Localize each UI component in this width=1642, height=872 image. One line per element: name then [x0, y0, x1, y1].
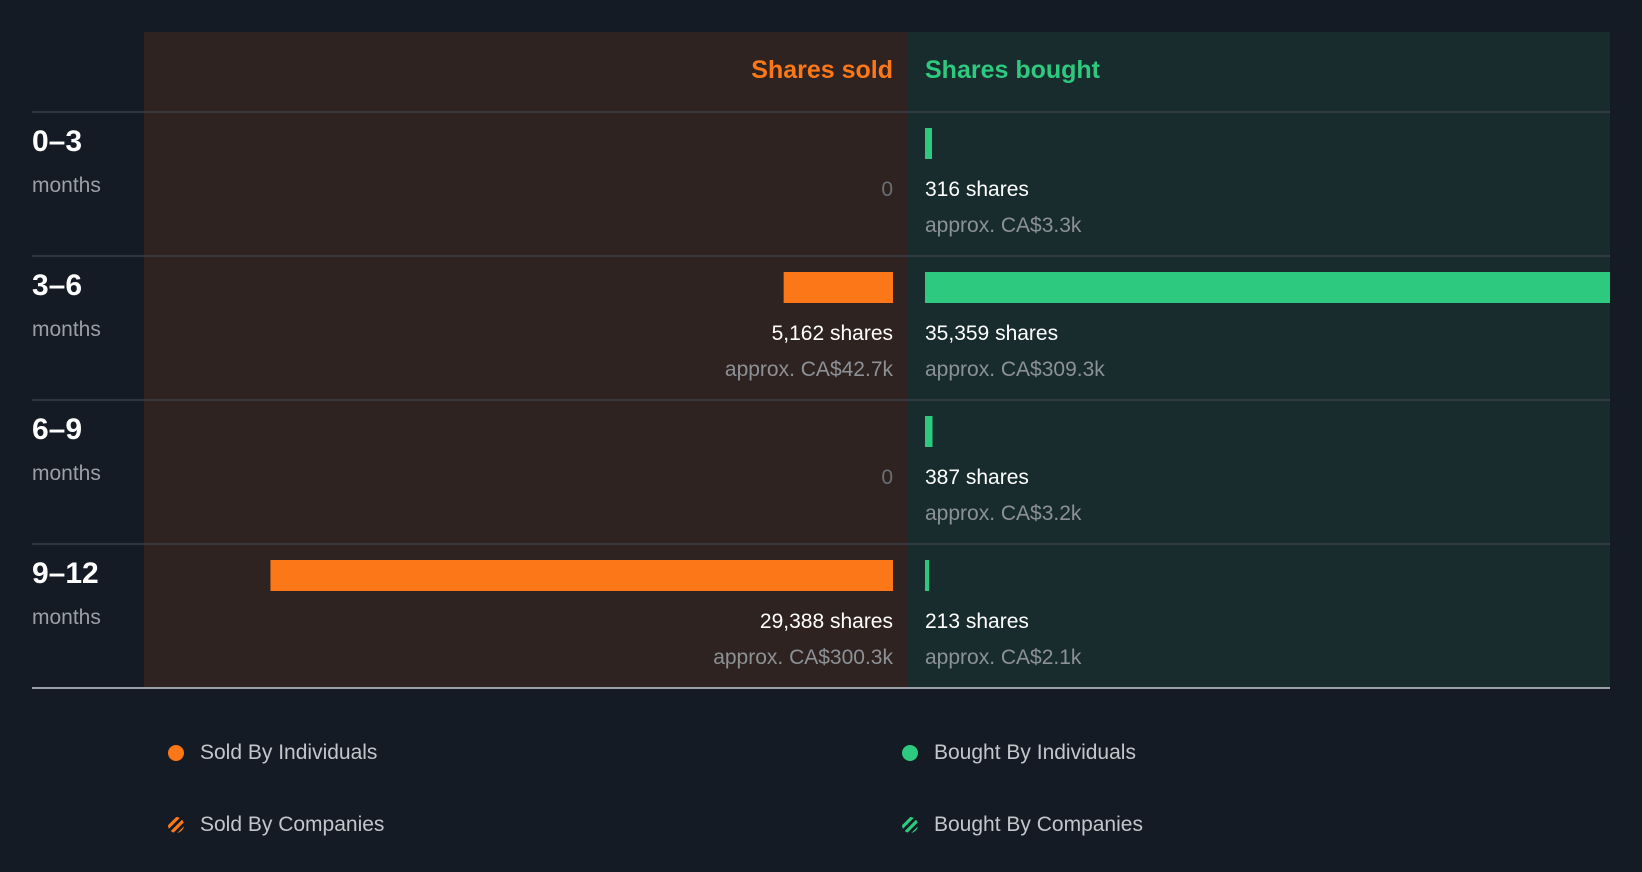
sold-bar	[270, 560, 893, 591]
legend-bought-individuals: Bought By Individuals	[902, 741, 1136, 765]
bought-shares-label: 316 shares	[925, 178, 1029, 201]
period-label: 3–6	[32, 269, 82, 302]
legend-label: Sold By Companies	[200, 813, 385, 836]
period-label: 6–9	[32, 413, 82, 446]
green-hatched-dot-icon	[902, 817, 918, 833]
period-label: 9–12	[32, 557, 99, 590]
sold-value-label: approx. CA$42.7k	[725, 358, 894, 381]
bought-column-background	[908, 32, 1610, 688]
bought-shares-label: 35,359 shares	[925, 322, 1058, 345]
bought-value-label: approx. CA$2.1k	[925, 646, 1082, 669]
bought-column-header: Shares bought	[925, 56, 1101, 84]
bought-value-label: approx. CA$3.3k	[925, 214, 1082, 237]
sold-value-label: approx. CA$300.3k	[713, 646, 893, 669]
sold-zero-label: 0	[881, 178, 893, 201]
sold-column-header: Shares sold	[751, 56, 893, 84]
bought-bar	[925, 128, 932, 159]
sold-shares-label: 5,162 shares	[772, 322, 893, 345]
orange-hatched-dot-icon	[168, 817, 184, 833]
period-unit-label: months	[32, 318, 101, 341]
bought-bar	[925, 416, 933, 447]
period-label: 0–3	[32, 125, 82, 158]
green-dot-icon	[902, 745, 918, 761]
bought-value-label: approx. CA$309.3k	[925, 358, 1105, 381]
period-unit-label: months	[32, 462, 101, 485]
bought-shares-label: 213 shares	[925, 610, 1029, 633]
sold-bar	[783, 272, 893, 303]
legend-bought-companies: Bought By Companies	[902, 813, 1143, 837]
period-unit-label: months	[32, 174, 101, 197]
period-unit-label: months	[32, 606, 101, 629]
legend-sold-companies: Sold By Companies	[168, 813, 384, 837]
legend-label: Bought By Individuals	[934, 741, 1136, 764]
insider-trading-chart: Shares sold Shares bought 0–3 months 0 316 sh…	[32, 32, 1610, 689]
orange-dot-icon	[168, 745, 184, 761]
legend-label: Sold By Individuals	[200, 741, 378, 764]
legend-label: Bought By Companies	[934, 813, 1143, 836]
bought-shares-label: 387 shares	[925, 466, 1029, 489]
bought-bar	[925, 272, 1610, 303]
sold-shares-label: 29,388 shares	[760, 610, 893, 633]
legend-sold-individuals: Sold By Individuals	[168, 741, 377, 765]
bought-value-label: approx. CA$3.2k	[925, 502, 1082, 525]
sold-zero-label: 0	[881, 466, 893, 489]
bought-bar	[925, 560, 930, 591]
